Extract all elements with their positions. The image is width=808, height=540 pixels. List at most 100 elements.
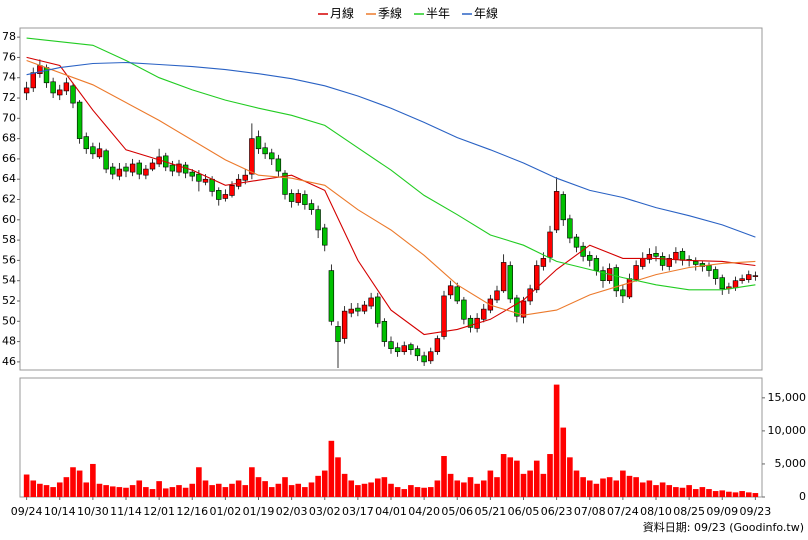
candle-body bbox=[57, 89, 63, 96]
volume-bar bbox=[726, 491, 732, 497]
volume-panel bbox=[19, 377, 763, 498]
x-tick-label: 07/24 bbox=[607, 505, 639, 518]
candle-body bbox=[196, 173, 202, 182]
y-tick-label: 56 bbox=[2, 253, 16, 266]
volume-bar bbox=[295, 483, 302, 497]
candle-body bbox=[633, 265, 639, 280]
volume-bar bbox=[361, 483, 368, 497]
volume-bar bbox=[421, 487, 427, 497]
candle-body bbox=[103, 150, 109, 170]
volume-bar bbox=[745, 492, 752, 497]
volume-bar bbox=[494, 477, 500, 497]
candle-body bbox=[83, 136, 89, 150]
legend-label: 月線 bbox=[330, 6, 354, 21]
candle-body bbox=[494, 290, 500, 301]
volume-bar bbox=[103, 485, 109, 497]
volume-bar bbox=[381, 477, 388, 497]
volume-bar bbox=[315, 475, 321, 497]
legend-label: 年線 bbox=[474, 6, 498, 21]
candle-body bbox=[255, 136, 262, 150]
x-tick-label: 10/14 bbox=[44, 505, 76, 518]
volume-bar bbox=[659, 482, 666, 497]
volume-bar bbox=[374, 478, 381, 497]
candle-body bbox=[23, 87, 30, 94]
volume-tick-label: 15,000 bbox=[768, 391, 807, 404]
candle-body bbox=[587, 255, 593, 261]
volume-bar bbox=[646, 480, 653, 497]
candle-body bbox=[90, 146, 96, 155]
y-tick-label: 46 bbox=[2, 355, 16, 368]
volume-bar bbox=[43, 485, 50, 497]
volume-bar bbox=[321, 470, 328, 497]
volume-bar bbox=[209, 485, 215, 497]
x-tick-label: 08/25 bbox=[673, 505, 705, 518]
volume-bar bbox=[63, 477, 70, 497]
volume-bar bbox=[70, 467, 76, 497]
ma-line bbox=[26, 59, 756, 316]
volume-bar bbox=[288, 485, 295, 497]
candle-body bbox=[746, 274, 752, 280]
x-tick-label: 07/08 bbox=[574, 505, 606, 518]
volume-tick-label: 0 bbox=[799, 490, 806, 503]
volume-bar bbox=[90, 463, 96, 497]
candle-body bbox=[454, 286, 460, 302]
candle-body bbox=[540, 258, 547, 267]
y-tick-label: 60 bbox=[2, 213, 16, 226]
candle-body bbox=[467, 317, 474, 328]
volume-bar bbox=[143, 487, 149, 497]
candle-body bbox=[375, 296, 381, 324]
candle-body bbox=[514, 297, 520, 317]
volume-bar bbox=[467, 477, 474, 497]
candle-body bbox=[76, 101, 83, 139]
x-tick-label: 02/03 bbox=[276, 505, 308, 518]
candle-body bbox=[315, 209, 321, 231]
volume-bar bbox=[275, 483, 282, 497]
y-tick-label: 66 bbox=[2, 152, 16, 165]
volume-bar bbox=[196, 467, 202, 497]
volume-bar bbox=[235, 480, 242, 497]
y-tick-label: 68 bbox=[2, 132, 16, 145]
x-tick-label: 04/20 bbox=[408, 505, 440, 518]
candle-body bbox=[752, 275, 759, 277]
volume-bar bbox=[96, 483, 103, 497]
candle-body bbox=[394, 347, 401, 353]
volume-bar bbox=[732, 492, 739, 497]
volume-bar bbox=[282, 477, 288, 497]
volume-bar bbox=[56, 482, 63, 497]
volume-bar bbox=[50, 487, 56, 497]
y-tick-label: 64 bbox=[2, 172, 16, 185]
volume-bar bbox=[302, 487, 308, 497]
x-tick-label: 06/23 bbox=[541, 505, 573, 518]
x-tick-label: 04/01 bbox=[375, 505, 407, 518]
candle-body bbox=[116, 168, 123, 177]
candle-body bbox=[136, 162, 142, 175]
volume-bar bbox=[249, 467, 255, 497]
candle-body bbox=[368, 297, 374, 307]
candle-body bbox=[408, 344, 414, 351]
x-tick-label: 11/14 bbox=[110, 505, 142, 518]
candle-body bbox=[275, 158, 282, 172]
y-tick-label: 50 bbox=[2, 314, 16, 327]
volume-bar bbox=[626, 475, 633, 497]
y-tick-label: 74 bbox=[2, 71, 16, 84]
volume-bar bbox=[434, 480, 441, 497]
volume-bar bbox=[560, 427, 567, 497]
candle-body bbox=[143, 168, 149, 176]
legend-label: 半年 bbox=[426, 7, 450, 21]
candle-body bbox=[348, 308, 354, 314]
legend-label: 季線 bbox=[378, 6, 402, 21]
volume-bar bbox=[507, 457, 514, 497]
volume-bar bbox=[414, 487, 421, 497]
volume-bar bbox=[567, 457, 573, 497]
candle-body bbox=[434, 338, 441, 353]
volume-bar bbox=[752, 493, 759, 497]
volume-bar bbox=[699, 487, 706, 497]
volume-bar bbox=[520, 473, 527, 497]
candle-body bbox=[500, 262, 507, 292]
candle-body bbox=[593, 258, 600, 271]
candle-body bbox=[573, 236, 580, 248]
volume-bar bbox=[229, 483, 235, 497]
volume-bar bbox=[169, 487, 176, 497]
volume-bar bbox=[189, 483, 196, 497]
